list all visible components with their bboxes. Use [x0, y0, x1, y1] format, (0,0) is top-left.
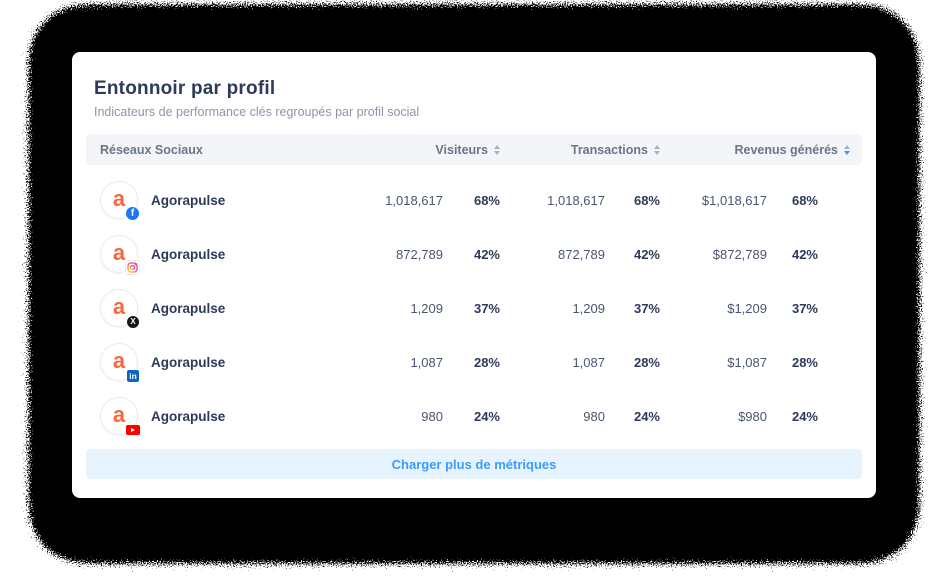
column-header-revenue[interactable]: Revenus générés [660, 143, 862, 157]
column-header-visitors-label: Visiteurs [435, 142, 488, 157]
visitors-percent: 24% [473, 408, 500, 424]
agorapulse-logo-icon: a [100, 343, 138, 381]
table-body: a f Agorapulse 1,018,617 68% 1,018,617 6… [86, 173, 862, 443]
transactions-percent: 37% [633, 300, 660, 316]
revenue-value: $1,209 [727, 300, 767, 316]
transactions-percent: 28% [633, 354, 660, 370]
revenue-percent: 28% [791, 354, 818, 370]
transactions-value: 980 [583, 408, 605, 424]
transactions-percent: 42% [633, 246, 660, 262]
visitors-value: 1,087 [410, 354, 443, 370]
sort-revenue-icon-active-desc[interactable] [844, 144, 850, 155]
profile-cell: a Agorapulse [86, 397, 338, 436]
table-header-row: Réseaux Sociaux Visiteurs Transactions R… [86, 134, 862, 165]
table-row: a X Agorapulse 1,209 37% 1,209 37% $1,20… [86, 281, 862, 335]
table-row: a in Agorapulse 1,087 28% 1,087 28% $1,0… [86, 335, 862, 389]
avatar: a X [100, 289, 140, 329]
visitors-value: 1,209 [410, 300, 443, 316]
avatar: a [100, 235, 140, 275]
transactions-value: 1,087 [572, 354, 605, 370]
table-row: a Agorapulse 872,789 42% [86, 227, 862, 281]
funnel-by-profile-card: Entonnoir par profil Indicateurs de perf… [72, 52, 876, 498]
profile-name: Agorapulse [151, 300, 226, 316]
revenue-percent: 24% [791, 408, 818, 424]
page-title: Entonnoir par profil [94, 78, 276, 99]
profile-name: Agorapulse [151, 354, 226, 370]
sort-transactions-icon[interactable] [654, 144, 660, 155]
visitors-percent: 28% [473, 354, 500, 370]
x-icon: X [126, 315, 140, 329]
avatar: a f [100, 181, 140, 221]
table-row: a Agorapulse 980 24% 980 24% $980 24% [86, 389, 862, 443]
page-subtitle: Indicateurs de performance clés regroupé… [94, 105, 420, 119]
visitors-percent: 42% [473, 246, 500, 262]
visitors-value: 872,789 [396, 246, 443, 262]
visitors-percent: 68% [473, 192, 500, 208]
visitors-value: 980 [421, 408, 443, 424]
profile-cell: a X Agorapulse [86, 289, 338, 329]
visitors-percent: 37% [473, 300, 500, 316]
instagram-icon [125, 260, 140, 275]
profile-name: Agorapulse [151, 192, 226, 208]
agorapulse-logo-icon: a [100, 397, 138, 435]
transactions-value: 872,789 [558, 246, 605, 262]
avatar: a in [100, 343, 140, 383]
column-header-profiles: Réseaux Sociaux [100, 142, 203, 157]
transactions-percent: 68% [633, 192, 660, 208]
profile-cell: a in Agorapulse [86, 343, 338, 383]
profile-cell: a Agorapulse [86, 235, 338, 275]
revenue-value: $1,018,617 [701, 192, 767, 208]
column-header-transactions-label: Transactions [570, 142, 648, 157]
revenue-percent: 68% [791, 192, 818, 208]
profile-name: Agorapulse [151, 246, 226, 262]
load-more-metrics-button[interactable]: Charger plus de métriques [86, 449, 862, 479]
revenue-percent: 37% [791, 300, 818, 316]
column-header-transactions[interactable]: Transactions [500, 143, 660, 157]
transactions-value: 1,018,617 [547, 192, 605, 208]
card-header: Entonnoir par profil Indicateurs de perf… [86, 78, 862, 119]
transactions-value: 1,209 [572, 300, 605, 316]
revenue-value: $980 [738, 408, 767, 424]
sort-visitors-icon[interactable] [494, 144, 500, 155]
linkedin-icon: in [126, 369, 140, 383]
facebook-icon: f [125, 206, 140, 221]
profile-name: Agorapulse [151, 408, 226, 424]
revenue-value: $872,789 [712, 246, 767, 262]
transactions-percent: 24% [633, 408, 660, 424]
column-header-visitors[interactable]: Visiteurs [338, 143, 500, 157]
youtube-icon [125, 424, 141, 436]
column-header-revenue-label: Revenus générés [734, 142, 838, 157]
revenue-value: $1,087 [727, 354, 767, 370]
visitors-value: 1,018,617 [385, 192, 443, 208]
profile-cell: a f Agorapulse [86, 181, 338, 221]
revenue-percent: 42% [791, 246, 818, 262]
avatar: a [100, 397, 141, 436]
table-row: a f Agorapulse 1,018,617 68% 1,018,617 6… [86, 173, 862, 227]
